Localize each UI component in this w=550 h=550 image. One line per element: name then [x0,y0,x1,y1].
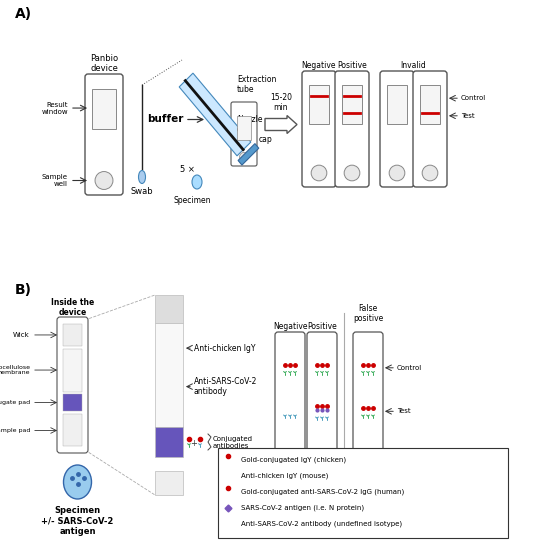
Text: Negative: Negative [302,61,336,70]
Bar [63,414,82,446]
Bar [342,85,362,124]
FancyBboxPatch shape [380,71,414,187]
Bar [387,85,407,124]
Text: Negative: Negative [273,322,307,331]
Bar [155,427,183,457]
FancyBboxPatch shape [335,71,369,187]
FancyBboxPatch shape [413,71,447,187]
Bar [63,394,82,411]
Circle shape [285,463,295,474]
Text: Test: Test [397,408,411,414]
FancyBboxPatch shape [57,317,88,453]
FancyBboxPatch shape [275,332,305,483]
Text: A): A) [15,7,32,21]
Text: Inside the
device: Inside the device [51,298,94,317]
Text: Extraction
tube: Extraction tube [237,75,276,94]
Polygon shape [179,73,251,156]
Text: Gold-conjugated IgY (chicken): Gold-conjugated IgY (chicken) [241,456,346,463]
Text: False
positive: False positive [353,304,383,323]
Bar [92,89,116,129]
Text: Specimen
+/- SARS-CoV-2
antigen: Specimen +/- SARS-CoV-2 antigen [41,506,114,536]
FancyBboxPatch shape [302,71,336,187]
Text: Nitrocellulose
membrane: Nitrocellulose membrane [0,365,30,376]
Circle shape [389,165,405,181]
Bar [63,349,82,392]
FancyArrow shape [265,116,297,134]
Text: Conjugated
antibodies: Conjugated antibodies [213,436,253,448]
Bar [155,471,183,495]
Text: Test: Test [461,113,475,119]
Text: +: + [190,438,197,448]
Text: Invalid: Invalid [400,61,426,70]
Text: cap: cap [258,135,272,144]
Text: Control: Control [397,365,422,371]
Text: Gold-conjugated anti-SARS-CoV-2 IgG (human): Gold-conjugated anti-SARS-CoV-2 IgG (hum… [241,489,404,495]
Text: 15-20
min: 15-20 min [270,93,292,113]
Bar [309,85,329,124]
Ellipse shape [139,170,146,184]
FancyBboxPatch shape [353,332,383,483]
Text: Sample pad: Sample pad [0,428,30,433]
Circle shape [240,152,249,161]
Circle shape [95,172,113,189]
FancyBboxPatch shape [307,332,337,483]
Bar [218,448,508,538]
Bar [155,295,183,323]
FancyBboxPatch shape [231,102,257,166]
Text: Swab: Swab [131,187,153,196]
Bar [63,324,82,346]
Text: Anti-SARS-CoV-2 antibody (undefined isotype): Anti-SARS-CoV-2 antibody (undefined isot… [241,521,402,527]
Text: Sample
well: Sample well [42,174,68,187]
Bar [237,116,251,140]
Text: 5 ×: 5 × [179,166,195,174]
Text: Panbio
device: Panbio device [90,53,118,73]
Circle shape [317,463,327,474]
Ellipse shape [63,465,91,499]
Ellipse shape [192,175,202,189]
Text: Anti-SARS-CoV-2
antibody: Anti-SARS-CoV-2 antibody [194,377,257,397]
Text: Control: Control [461,95,486,101]
Text: Anti-chicken IgY: Anti-chicken IgY [194,344,256,353]
Text: buffer: buffer [147,114,183,124]
Polygon shape [238,144,259,165]
Circle shape [362,463,373,474]
Circle shape [311,165,327,181]
Circle shape [344,165,360,181]
Text: SARS-CoV-2 antigen (i.e. N protein): SARS-CoV-2 antigen (i.e. N protein) [241,505,364,512]
Text: Positive: Positive [337,61,367,70]
Bar [420,85,440,124]
Text: Nozzle
cap: Nozzle cap [237,115,262,134]
Text: Specimen: Specimen [173,196,211,205]
FancyBboxPatch shape [85,74,123,195]
Text: Positive: Positive [307,322,337,331]
Bar [155,323,183,427]
Text: Anti-chicken IgY (mouse): Anti-chicken IgY (mouse) [241,473,328,479]
Text: Result
window: Result window [41,102,68,114]
Circle shape [422,165,438,181]
Text: Wick: Wick [13,332,30,338]
Text: B): B) [15,283,32,297]
Text: Conjugate pad: Conjugate pad [0,400,30,405]
